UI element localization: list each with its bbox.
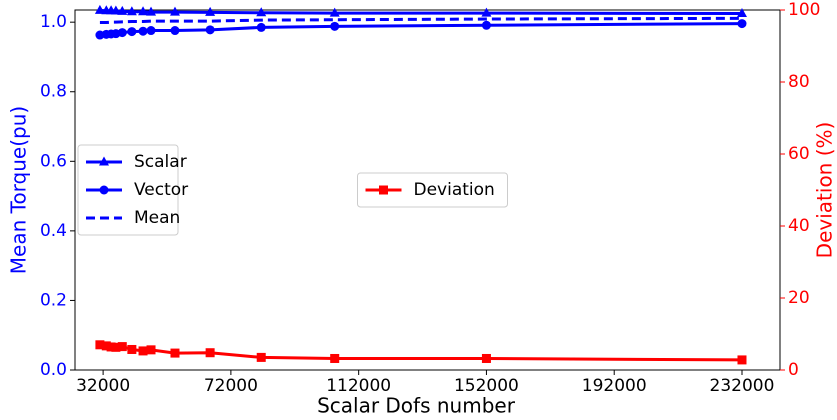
y-tick-label: 0.0	[40, 360, 67, 380]
point	[94, 4, 105, 14]
point	[127, 27, 137, 37]
series-line	[99, 343, 742, 362]
y2-tick-label: 100	[788, 0, 820, 20]
x-tick-label: 72000	[204, 376, 258, 396]
point	[205, 6, 216, 16]
point	[117, 342, 127, 352]
point	[111, 342, 121, 352]
point	[481, 353, 491, 363]
point	[95, 340, 105, 350]
y-tick-label: 1.0	[40, 12, 67, 32]
series-line	[99, 8, 742, 15]
y-tick-label: 0.2	[40, 290, 67, 310]
point	[138, 26, 148, 36]
point	[481, 7, 492, 17]
point	[205, 25, 215, 35]
legend-label: Deviation	[414, 180, 495, 200]
point	[330, 353, 340, 363]
point	[256, 352, 266, 362]
point	[737, 19, 747, 29]
point	[138, 6, 149, 16]
y-tick-label: 0.8	[40, 82, 67, 102]
series-line	[99, 16, 742, 25]
series-line	[99, 22, 742, 37]
point	[205, 348, 215, 358]
y2-tick-label: 20	[788, 288, 810, 308]
point	[146, 26, 156, 36]
point	[481, 20, 491, 30]
legend-frame	[357, 172, 508, 208]
y-axis-label: Mean Torque(pu)	[7, 106, 31, 274]
legend-label: Scalar	[134, 152, 187, 172]
point	[256, 22, 266, 32]
x-tick-label: 192000	[582, 376, 647, 396]
plot-frame	[74, 9, 781, 371]
y-tick-label: 0.6	[40, 151, 67, 171]
legend: Deviation	[357, 172, 508, 208]
legend-marker	[99, 156, 109, 166]
point	[110, 5, 121, 15]
point	[117, 5, 128, 15]
legend-marker	[379, 185, 388, 195]
point	[126, 6, 137, 16]
legend-frame	[77, 144, 179, 236]
point	[146, 345, 156, 355]
point	[737, 355, 747, 365]
legend-label: Vector	[134, 180, 188, 200]
point	[101, 341, 111, 351]
point	[170, 26, 180, 36]
legend-label: Mean	[134, 208, 180, 228]
point	[256, 7, 267, 17]
point	[127, 344, 137, 354]
y2-tick-label: 40	[788, 216, 810, 236]
x-tick-label: 152000	[454, 376, 519, 396]
legend-marker	[99, 185, 109, 195]
point	[170, 348, 180, 358]
x-tick-label: 32000	[76, 376, 130, 396]
point	[329, 7, 340, 17]
point	[138, 346, 148, 356]
legend: Scalar Vector Mean	[77, 144, 188, 236]
point	[169, 6, 180, 16]
point	[330, 21, 340, 31]
y2-tick-label: 60	[788, 144, 810, 164]
x-tick-label: 112000	[326, 376, 391, 396]
point	[106, 342, 116, 352]
point	[736, 7, 747, 17]
y-tick-label: 0.4	[40, 221, 67, 241]
x-tick-label: 232000	[710, 376, 775, 396]
x-axis-label: Scalar Dofs number	[317, 394, 516, 418]
point	[146, 6, 157, 16]
y2-tick-label: 80	[788, 72, 810, 92]
y2-tick-label: 0	[788, 360, 799, 380]
point	[117, 28, 127, 38]
y2-axis-label: Deviation (%)	[813, 122, 837, 259]
